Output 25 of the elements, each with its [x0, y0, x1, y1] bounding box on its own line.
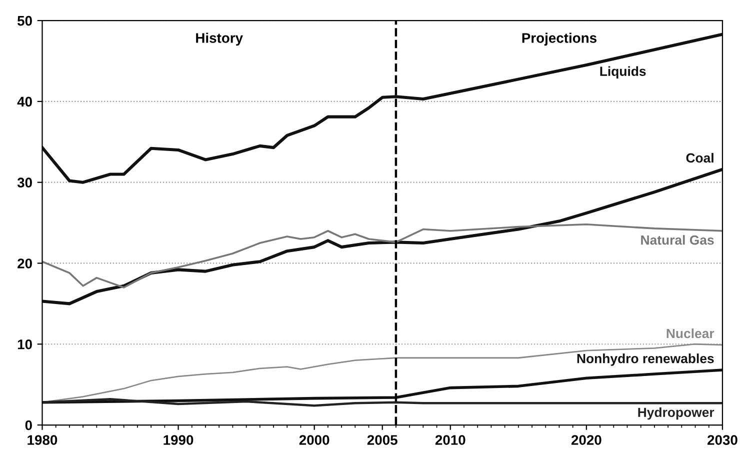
series-label: Natural Gas: [641, 235, 714, 245]
x-tick-label: 1990: [164, 435, 194, 445]
annotation: Projections: [522, 32, 596, 46]
x-tick-label: 2030: [708, 435, 738, 445]
x-tick-label: 2010: [435, 435, 466, 445]
y-tick-label: 20: [18, 258, 32, 268]
y-tick-label: 40: [17, 96, 32, 107]
line-series: [42, 398, 722, 407]
line-series: [42, 32, 722, 184]
x-tick-label: 2000: [299, 435, 330, 445]
series-label: Hydropower: [638, 407, 714, 420]
series-label: Coal: [686, 152, 714, 163]
x-tick-label: 2020: [571, 435, 602, 445]
x-tick-label: 2005: [367, 435, 398, 445]
line-series: [42, 224, 722, 288]
y-tick-label: 0: [25, 420, 32, 430]
series-label: Nonhydro renewables: [577, 354, 714, 366]
line-series: [42, 168, 722, 306]
x-tick-label: 1980: [28, 435, 58, 445]
y-tick-label: 10: [18, 339, 32, 350]
y-tick-label: 50: [17, 16, 32, 26]
series-label: Liquids: [600, 66, 646, 79]
y-tick-label: 30: [17, 178, 32, 188]
annotation: History: [196, 32, 243, 46]
series-label: Nuclear: [666, 328, 714, 338]
